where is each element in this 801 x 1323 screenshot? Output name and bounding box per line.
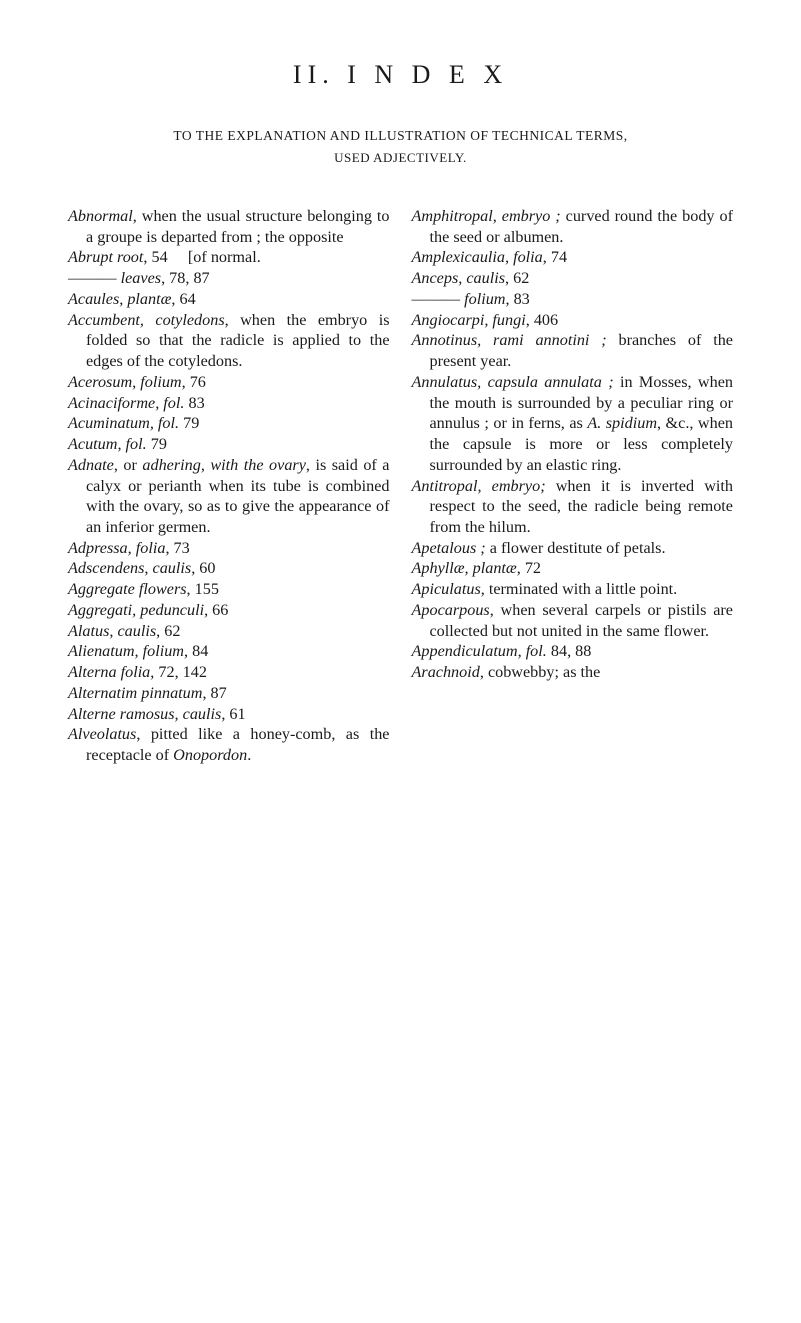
subheading-line-2: USED ADJECTIVELY. [68,150,733,166]
subheading-block: TO THE EXPLANATION AND ILLUSTRATION OF T… [68,128,733,166]
subheading-line-1: TO THE EXPLANATION AND ILLUSTRATION OF T… [68,128,733,144]
left-column: Abnormal, when the usual structure belon… [68,206,390,766]
page-heading: II. I N D E X [68,60,733,90]
right-column: Amphitropal, embryo ; curved round the b… [412,206,734,766]
index-columns: Abnormal, when the usual structure belon… [68,206,733,766]
